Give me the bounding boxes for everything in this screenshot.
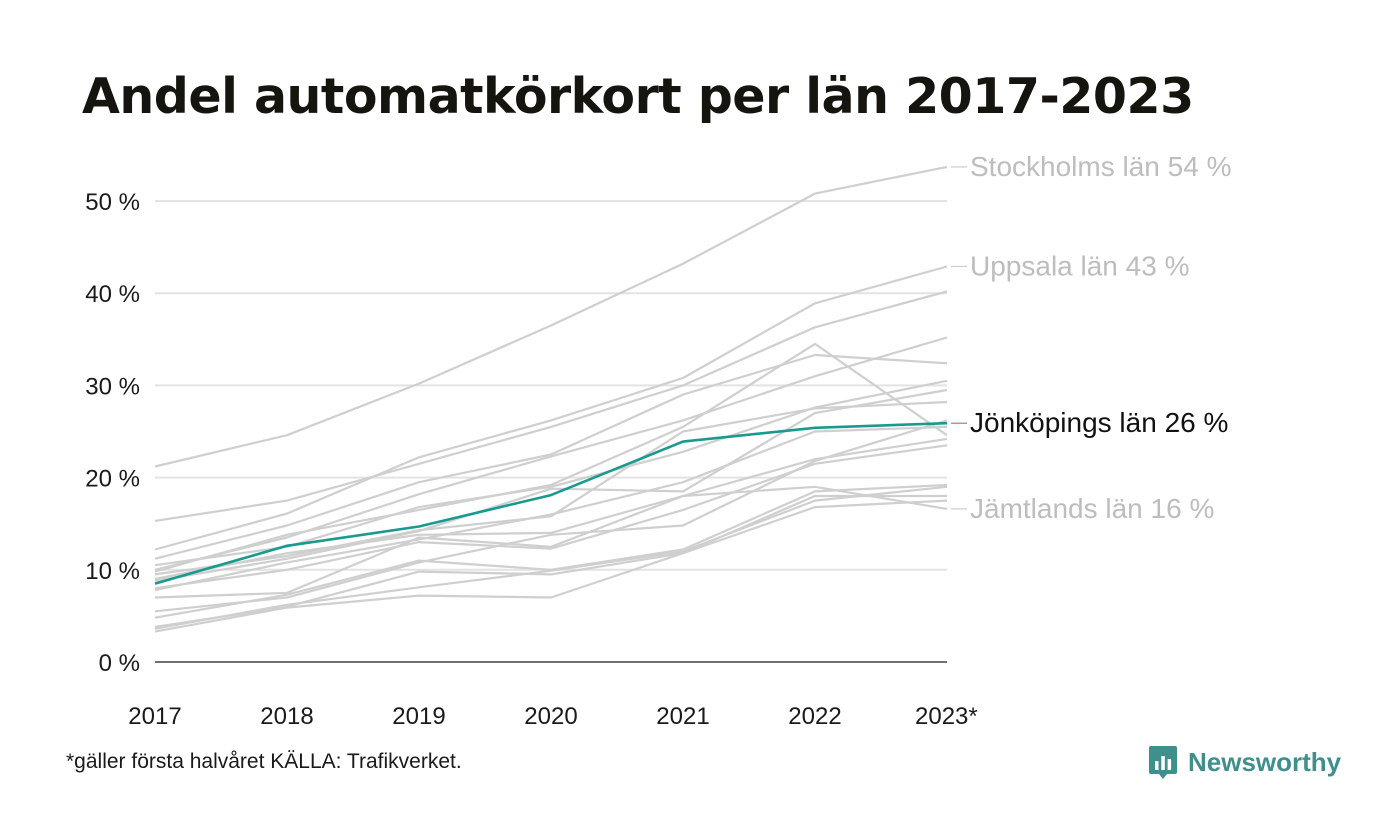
x-tick-label: 2021 bbox=[656, 703, 709, 730]
brand-name: Newsworthy bbox=[1188, 746, 1342, 777]
x-tick-label: 2022 bbox=[788, 703, 841, 730]
series-lines bbox=[154, 165, 948, 633]
x-tick-label: 2019 bbox=[392, 703, 445, 730]
footnote: *gäller första halvåret KÄLLA: Trafikver… bbox=[66, 750, 462, 773]
series-line bbox=[154, 437, 948, 581]
series-line bbox=[154, 388, 948, 582]
series-line-highlight bbox=[154, 421, 948, 585]
series-end-label: Jönköpings län 26 % bbox=[970, 407, 1228, 438]
y-tick-label: 30 % bbox=[85, 373, 140, 400]
x-tick-label: 2020 bbox=[524, 703, 577, 730]
end-labels: Stockholms län 54 % Uppsala län 43 % Jönkö… bbox=[951, 151, 1231, 524]
y-tick-label: 50 % bbox=[85, 189, 140, 216]
series-line bbox=[154, 419, 948, 613]
y-tick-label: 20 % bbox=[85, 466, 140, 493]
series-end-label: Uppsala län 43 % bbox=[970, 250, 1189, 281]
series-line bbox=[154, 265, 948, 551]
x-tick-label: 2017 bbox=[128, 703, 181, 730]
series-line bbox=[154, 485, 948, 630]
series-line bbox=[154, 336, 948, 571]
y-tick-label: 40 % bbox=[85, 281, 140, 308]
series-end-label: Stockholms län 54 % bbox=[970, 151, 1231, 182]
series-line bbox=[154, 165, 948, 468]
x-tick-label: 2023* bbox=[915, 703, 978, 730]
series-line bbox=[154, 342, 948, 573]
y-tick-label: 0 % bbox=[99, 650, 140, 677]
series-line bbox=[154, 444, 948, 590]
brand-logo[interactable]: Newsworthy bbox=[1148, 742, 1341, 782]
x-axis-ticks: 2017 2018 2019 2020 2021 2022 2023* bbox=[128, 703, 977, 730]
newsworthy-logo-icon bbox=[1149, 746, 1177, 779]
y-axis-ticks: 0 % 10 % 20 % 30 % 40 % 50 % bbox=[85, 189, 140, 677]
series-line bbox=[154, 425, 948, 592]
x-tick-label: 2018 bbox=[260, 703, 313, 730]
series-line bbox=[154, 499, 948, 633]
chart-title: Andel automatkörkort per län 2017-2023 bbox=[82, 68, 1194, 125]
series-line bbox=[154, 290, 948, 522]
series-line bbox=[154, 485, 948, 599]
series-end-label: Jämtlands län 16 % bbox=[970, 493, 1214, 524]
y-tick-label: 10 % bbox=[85, 558, 140, 585]
series-line bbox=[154, 353, 948, 560]
series-line bbox=[154, 400, 948, 576]
